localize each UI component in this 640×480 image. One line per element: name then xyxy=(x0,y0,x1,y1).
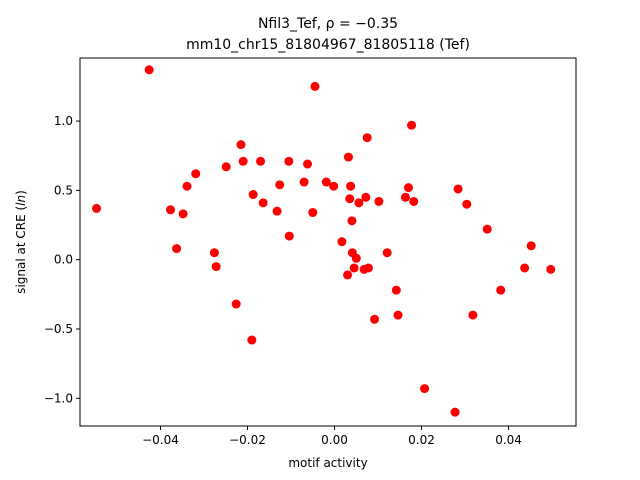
data-point xyxy=(238,156,248,166)
data-point xyxy=(299,177,309,187)
x-tick-label: 0.00 xyxy=(321,433,348,447)
data-point xyxy=(450,407,460,417)
data-point xyxy=(346,181,356,191)
chart-title-prefix: Nfil3_Tef, xyxy=(258,16,326,32)
data-point xyxy=(182,181,192,191)
data-point xyxy=(166,205,175,215)
data-point xyxy=(370,314,380,324)
x-axis-ticks: −0.04 −0.02 0.00 0.02 0.04 xyxy=(142,426,522,447)
data-point xyxy=(310,81,320,91)
data-point xyxy=(256,156,266,166)
y-tick-label: 0.0 xyxy=(54,253,73,267)
y-axis-label-end: ) xyxy=(14,190,28,195)
data-point xyxy=(236,140,246,150)
data-point xyxy=(172,244,182,254)
x-tick-label: −0.02 xyxy=(229,433,266,447)
data-point xyxy=(272,206,282,216)
x-tick-label: 0.02 xyxy=(408,433,435,447)
y-tick-label: −0.5 xyxy=(44,322,73,336)
data-point xyxy=(374,196,384,206)
data-point xyxy=(393,310,403,320)
data-point xyxy=(526,241,536,251)
data-point xyxy=(482,224,492,234)
data-point xyxy=(209,248,219,258)
data-point xyxy=(345,194,355,204)
data-point xyxy=(351,253,361,263)
y-axis-label-italic: ln xyxy=(14,195,28,206)
data-point xyxy=(275,180,285,190)
chart-title-line1: Nfil3_Tef, ρ = −0.35 xyxy=(258,16,398,32)
data-point xyxy=(343,152,353,162)
data-point xyxy=(329,181,339,191)
data-point xyxy=(144,65,154,75)
data-point xyxy=(347,216,357,226)
y-axis-label: signal at CRE (ln) xyxy=(14,190,28,294)
data-point xyxy=(303,159,313,169)
data-point xyxy=(247,335,257,345)
y-tick-label: 1.0 xyxy=(54,114,73,128)
chart-title-line2: mm10_chr15_81804967_81805118 (Tef) xyxy=(186,37,470,53)
data-point xyxy=(453,184,463,194)
data-point xyxy=(343,270,353,280)
data-point xyxy=(403,183,413,193)
data-point xyxy=(468,310,478,320)
data-point xyxy=(231,299,241,309)
points-layer xyxy=(92,65,556,417)
data-point xyxy=(349,263,359,273)
data-point xyxy=(284,156,294,166)
y-tick-label: −1.0 xyxy=(44,391,73,405)
data-point xyxy=(361,192,371,202)
data-point xyxy=(400,192,410,202)
data-point xyxy=(391,285,401,295)
x-axis-label: motif activity xyxy=(288,456,367,470)
data-point xyxy=(409,196,419,206)
data-point xyxy=(337,237,347,247)
data-point xyxy=(258,198,268,208)
y-axis-ticks: −1.0 −0.5 0.0 0.5 1.0 xyxy=(44,114,80,405)
data-point xyxy=(221,162,231,172)
data-point xyxy=(354,198,364,208)
data-point xyxy=(420,384,430,394)
data-point xyxy=(407,120,417,130)
data-point xyxy=(211,262,221,272)
y-axis-label-start: signal at CRE ( xyxy=(14,206,28,294)
data-point xyxy=(496,285,506,295)
data-point xyxy=(363,263,373,273)
data-point xyxy=(321,177,331,187)
data-point xyxy=(362,133,372,143)
data-point xyxy=(92,203,102,213)
data-point xyxy=(382,248,392,258)
data-point xyxy=(248,190,258,200)
data-point xyxy=(178,209,188,219)
plot-area-frame xyxy=(79,57,577,427)
data-point xyxy=(546,264,556,274)
data-point xyxy=(308,208,318,218)
y-tick-label: 0.5 xyxy=(54,183,73,197)
data-point xyxy=(191,169,201,179)
data-point xyxy=(462,199,472,209)
x-tick-label: −0.04 xyxy=(142,433,179,447)
data-point xyxy=(520,263,530,273)
data-point xyxy=(284,231,294,241)
chart-title-rho: ρ = −0.35 xyxy=(326,16,398,32)
x-tick-label: 0.04 xyxy=(495,433,522,447)
